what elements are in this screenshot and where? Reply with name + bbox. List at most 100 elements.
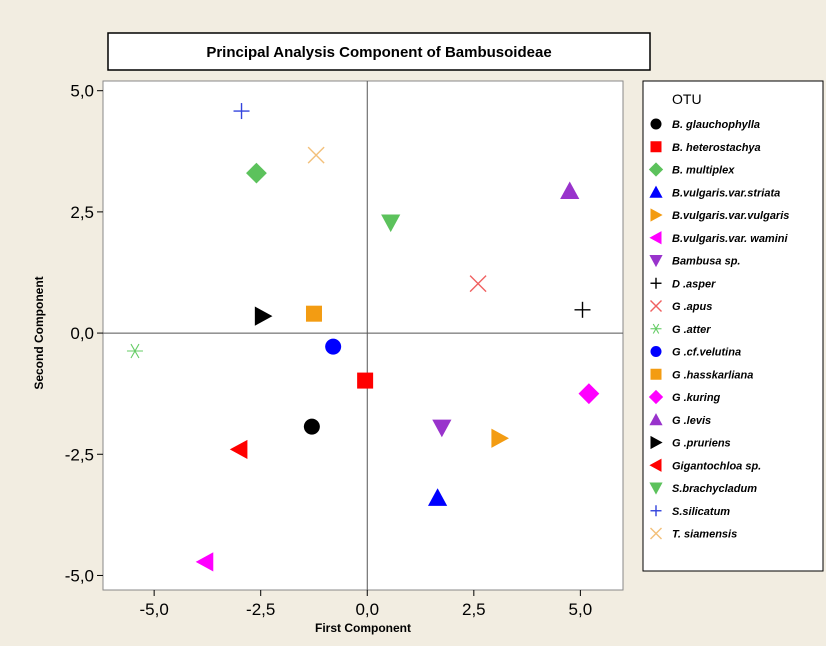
data-point — [246, 162, 267, 184]
legend-label: G .hasskarliana — [672, 369, 753, 381]
legend-marker — [650, 435, 663, 450]
legend-label: B. glauchophylla — [672, 119, 760, 131]
legend-marker — [650, 323, 662, 334]
legend-label: G .pruriens — [672, 438, 731, 450]
legend-label: S.silicatum — [672, 506, 730, 518]
legend-label: G .levis — [672, 415, 711, 427]
x-axis-label: First Component — [315, 621, 411, 635]
legend-marker — [650, 300, 662, 312]
x-tick-label: -2,5 — [246, 600, 275, 619]
legend-items: B. glauchophylla B. heterostachya B. multi… — [648, 118, 789, 541]
legend-label: G .cf.velutina — [672, 347, 741, 359]
data-point — [432, 419, 452, 438]
data-point — [195, 552, 214, 572]
x-axis-ticks: -5,0 -2,5 0,0 2,5 5,0 — [139, 590, 592, 619]
data-point — [254, 306, 273, 326]
legend-box — [642, 80, 824, 572]
legend-item: B. heterostachya — [650, 141, 761, 154]
x-tick-label: -5,0 — [139, 600, 168, 619]
legend-marker — [650, 141, 662, 153]
reference-lines — [103, 81, 623, 590]
legend-label: G .kuring — [672, 392, 721, 404]
data-point — [229, 439, 248, 460]
legend-label: B. multiplex — [672, 165, 735, 177]
legend-item: S.brachycladum — [649, 482, 757, 495]
legend-title: OTU — [672, 91, 702, 107]
legend-item: G .levis — [649, 413, 711, 427]
legend-marker — [649, 413, 663, 426]
data-point — [325, 338, 342, 355]
legend-item: G .hasskarliana — [650, 368, 753, 381]
x-tick-label: 2,5 — [462, 600, 486, 619]
data-point — [307, 146, 325, 164]
legend-item: B. glauchophylla — [650, 118, 760, 131]
legend-marker — [648, 162, 664, 177]
legend-item: G .apus — [650, 300, 712, 313]
legend-marker — [650, 277, 662, 289]
legend-marker — [648, 389, 664, 405]
data-point — [574, 301, 591, 318]
legend-label: G .apus — [672, 301, 712, 313]
data-point — [469, 275, 487, 293]
legend-marker — [650, 118, 662, 130]
legend-label: B. heterostachya — [672, 142, 761, 154]
data-point — [560, 181, 580, 200]
data-point — [578, 383, 600, 405]
legend-item: D .asper — [650, 277, 716, 290]
y-tick-label: 5,0 — [70, 82, 94, 101]
title-box — [107, 32, 651, 71]
data-points — [126, 103, 600, 572]
y-tick-label: -2,5 — [65, 445, 94, 464]
legend-item: G .pruriens — [650, 435, 731, 450]
legend-label: Gigantochloa sp. — [672, 460, 761, 472]
legend-marker — [649, 482, 663, 495]
legend-label: B.vulgaris.var.striata — [672, 187, 780, 199]
legend-label: B.vulgaris.var. wamini — [672, 233, 788, 245]
legend-item: G .atter — [650, 323, 711, 336]
data-point — [491, 428, 509, 448]
y-tick-label: 2,5 — [70, 203, 94, 222]
data-point — [303, 418, 320, 435]
y-tick-label: -5,0 — [65, 566, 94, 585]
legend-marker — [650, 346, 662, 357]
legend-label: S.brachycladum — [672, 483, 757, 495]
plot-area — [102, 80, 624, 591]
legend-label: G .atter — [672, 324, 711, 336]
y-axis-label: Second Component — [32, 276, 46, 389]
data-point — [305, 305, 322, 322]
legend-item: B. multiplex — [648, 162, 735, 177]
legend-marker — [650, 505, 662, 517]
legend-label: Bambusa sp. — [672, 256, 740, 268]
legend-item: B.vulgaris.var.vulgaris — [650, 208, 789, 222]
legend-item: G .kuring — [648, 389, 721, 405]
chart-title: Principal Analysis Component of Bambusoi… — [206, 44, 551, 61]
legend-label: T. siamensis — [672, 529, 737, 541]
legend-item: B.vulgaris.var. wamini — [649, 231, 788, 245]
x-tick-label: 0,0 — [355, 600, 379, 619]
data-point — [233, 103, 250, 120]
data-point — [427, 488, 448, 506]
legend-item: S.silicatum — [650, 505, 730, 518]
y-tick-label: 0,0 — [70, 324, 94, 343]
data-point — [381, 214, 401, 233]
legend-label: B.vulgaris.var.vulgaris — [672, 210, 789, 222]
data-point — [126, 343, 143, 359]
legend-item: B.vulgaris.var.striata — [649, 185, 780, 199]
legend-item: Bambusa sp. — [649, 255, 740, 268]
x-tick-label: 5,0 — [569, 600, 593, 619]
y-axis-ticks: -5,0 -2,5 0,0 2,5 5,0 — [65, 82, 103, 585]
legend-marker — [650, 527, 662, 540]
legend-item: G .cf.velutina — [650, 346, 741, 359]
legend-marker — [650, 368, 662, 380]
legend-marker — [649, 185, 663, 198]
data-point — [357, 372, 374, 389]
legend-item: T. siamensis — [650, 527, 737, 541]
legend-marker — [649, 255, 663, 268]
legend-marker — [649, 231, 662, 245]
legend-label: D .asper — [672, 278, 716, 290]
legend: OTU B. glauchophylla B. heterostachya B. m… — [642, 80, 824, 572]
legend-item: Gigantochloa sp. — [649, 458, 761, 472]
legend-marker — [649, 458, 662, 472]
